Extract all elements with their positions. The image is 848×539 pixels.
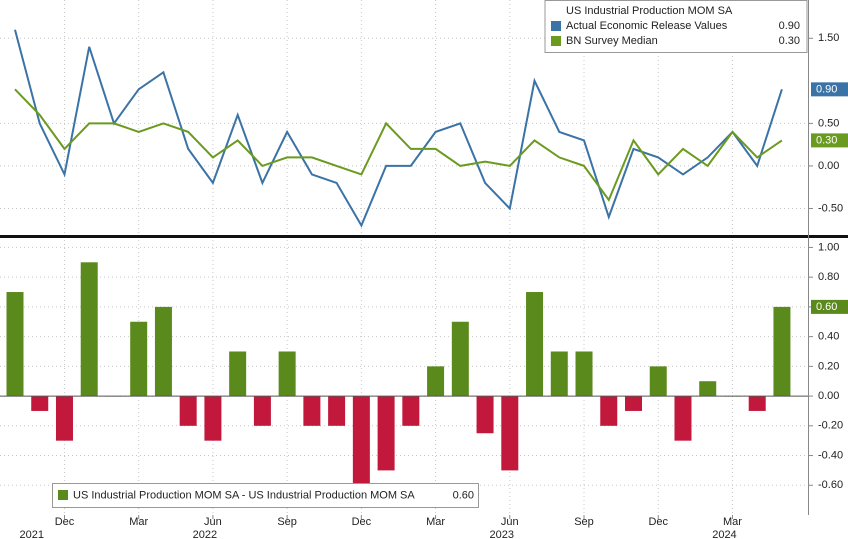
bar	[80, 262, 98, 397]
legend-swatch	[551, 21, 561, 31]
bar	[649, 366, 667, 397]
bar	[575, 351, 593, 397]
x-year-label: 2024	[712, 529, 736, 539]
y-tick-label: 1.50	[818, 32, 839, 44]
legend-title: US Industrial Production MOM SA	[566, 5, 733, 17]
bar	[526, 292, 544, 397]
bar	[748, 396, 766, 411]
x-tick-label: Jun	[501, 516, 519, 528]
value-callout-box	[811, 82, 848, 97]
series-line	[14, 88, 783, 203]
y-tick-label: -0.20	[818, 420, 843, 432]
x-tick-label: Sep	[574, 516, 594, 528]
legend-value: 0.90	[779, 20, 800, 32]
x-year-label: 2022	[193, 529, 217, 539]
x-tick-label: Dec	[352, 516, 372, 528]
bar	[6, 292, 24, 397]
bar	[476, 396, 494, 434]
bar	[600, 396, 618, 426]
legend-value: 0.60	[453, 489, 474, 501]
y-tick-label: 0.20	[818, 360, 839, 372]
y-tick-label: -0.40	[818, 449, 843, 461]
bar	[229, 351, 247, 397]
y-tick-label: 0.00	[818, 390, 839, 402]
bar	[179, 396, 197, 426]
y-tick-label: 1.00	[818, 241, 839, 253]
x-tick-label: Mar	[129, 516, 148, 528]
legend: US Industrial Production MOM SA Actual Ec…	[544, 0, 808, 53]
bar	[773, 306, 791, 397]
bar	[204, 396, 222, 441]
value-callout-box	[811, 299, 848, 314]
bar	[427, 366, 445, 397]
bar	[154, 306, 172, 397]
bar	[402, 396, 420, 426]
bar	[55, 396, 73, 441]
bar	[31, 396, 49, 411]
legend-label: BN Survey Median	[566, 35, 658, 47]
value-callout: 0.30	[816, 134, 837, 146]
bar	[253, 396, 271, 426]
x-year-label: 2023	[490, 529, 514, 539]
bar	[352, 396, 370, 486]
value-callout-box	[811, 133, 848, 148]
bar	[699, 381, 717, 397]
bar	[130, 321, 148, 397]
x-year-label: 2021	[19, 529, 43, 539]
x-tick-label: Mar	[426, 516, 445, 528]
y-tick-label: -0.60	[818, 479, 843, 491]
x-tick-label: Jun	[204, 516, 222, 528]
y-tick-label: 0.80	[818, 271, 839, 283]
x-tick-label: Mar	[723, 516, 742, 528]
legend-label: US Industrial Production MOM SA - US Ind…	[73, 489, 415, 501]
bar	[550, 351, 568, 397]
legend-value: 0.30	[779, 35, 800, 47]
x-tick-label: Dec	[55, 516, 75, 528]
value-callout: 0.60	[816, 301, 837, 313]
legend-swatch	[58, 490, 68, 500]
legend: US Industrial Production MOM SA - US Ind…	[52, 483, 479, 508]
legend-label: Actual Economic Release Values	[566, 20, 728, 32]
legend-swatch	[551, 36, 561, 46]
y-tick-label: 0.50	[818, 117, 839, 129]
bar	[278, 351, 296, 397]
bar	[377, 396, 395, 471]
bar	[303, 396, 321, 426]
value-callout: 0.90	[816, 83, 837, 95]
y-tick-label: 0.00	[818, 160, 839, 172]
legend-box	[52, 483, 479, 508]
y-tick-label: -0.50	[818, 202, 843, 214]
bar	[451, 321, 469, 397]
series-line	[14, 29, 783, 228]
x-tick-label: Sep	[277, 516, 297, 528]
bar	[625, 396, 642, 411]
bar	[501, 396, 519, 471]
x-tick-label: Dec	[648, 516, 668, 528]
bar	[328, 396, 346, 426]
y-tick-label: 0.40	[818, 331, 839, 343]
legend-box	[544, 0, 808, 53]
bar	[674, 396, 692, 441]
